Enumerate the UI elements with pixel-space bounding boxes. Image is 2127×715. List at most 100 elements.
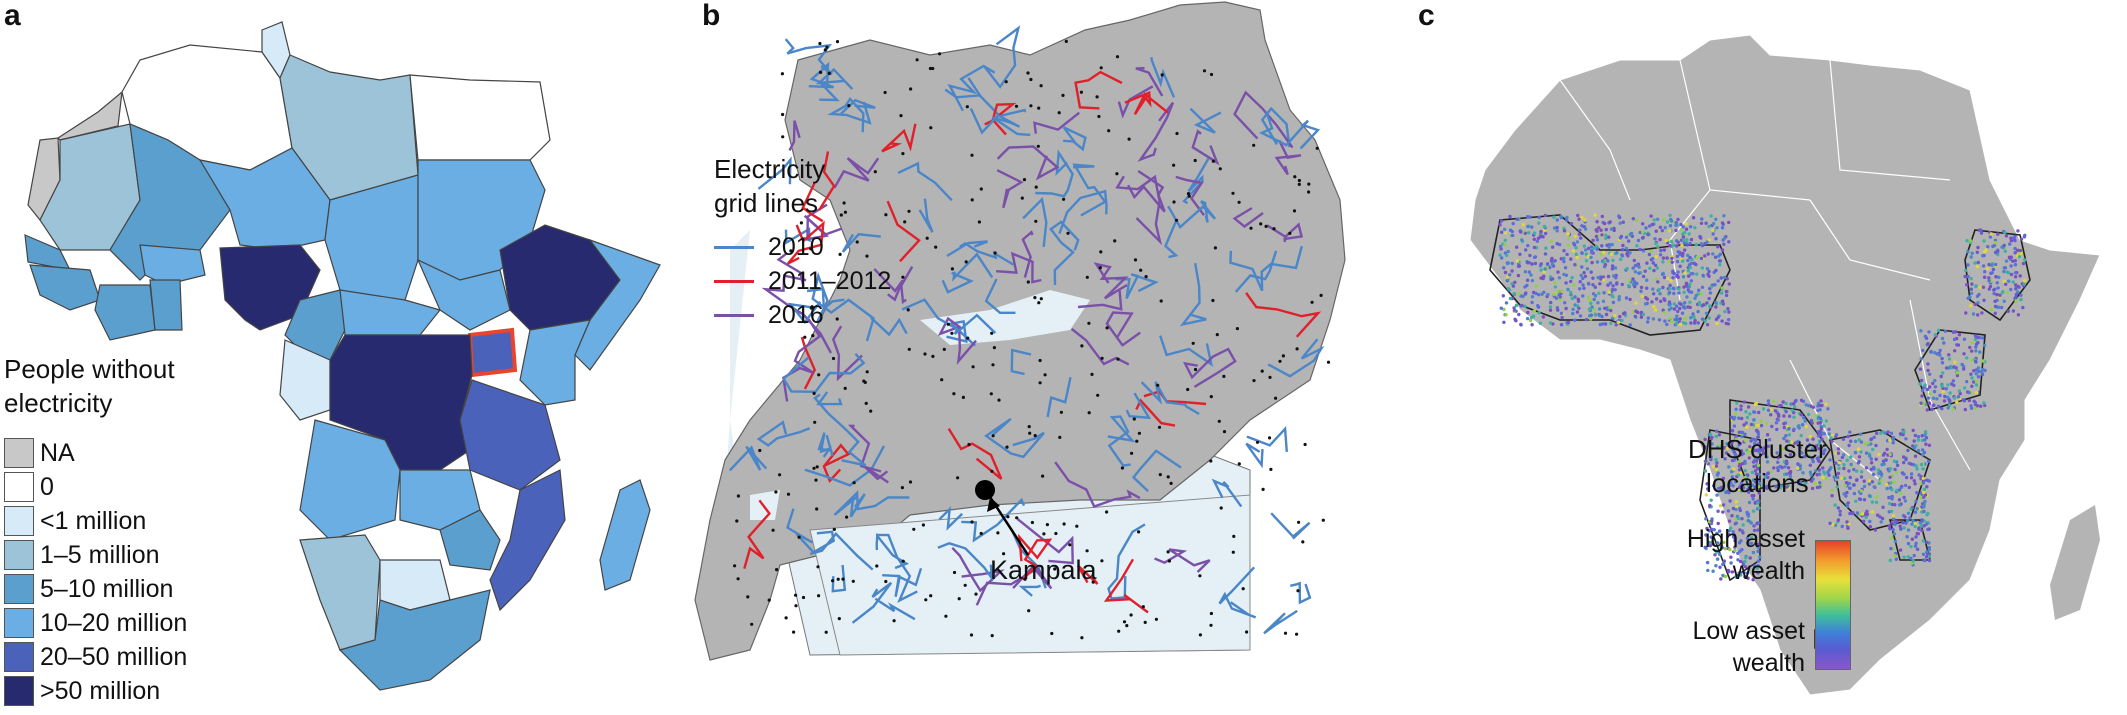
- settlement-dot: [863, 380, 867, 384]
- grid-line-segment: [882, 567, 923, 597]
- settlement-dot: [831, 579, 835, 583]
- dhs-cluster-dot: [2002, 279, 2006, 284]
- dhs-cluster-dot: [1722, 488, 1726, 492]
- dhs-cluster-dot: [1589, 301, 1593, 306]
- settlement-dot: [1080, 636, 1084, 640]
- settlement-dot: [1036, 144, 1040, 148]
- dhs-cluster-dot: [1716, 471, 1720, 475]
- settlement-dot: [903, 220, 907, 224]
- dhs-cluster-dot: [1709, 535, 1713, 539]
- dhs-cluster-dot: [1901, 521, 1905, 525]
- dhs-cluster-dot: [1974, 368, 1978, 372]
- dhs-cluster-dot: [2017, 255, 2022, 259]
- dhs-cluster-dot: [1539, 229, 1543, 234]
- settlement-dot: [942, 347, 946, 351]
- settlement-dot: [1033, 434, 1037, 438]
- dhs-cluster-dot: [1542, 224, 1547, 229]
- dhs-cluster-dot: [1555, 218, 1559, 222]
- dhs-cluster-dot: [1659, 299, 1663, 303]
- dhs-cluster-dot: [1688, 300, 1692, 304]
- dhs-cluster-dot: [1619, 257, 1623, 261]
- dhs-cluster-dot: [1710, 442, 1714, 446]
- settlement-dot: [1116, 357, 1120, 361]
- dhs-cluster-dot: [1511, 284, 1516, 288]
- dhs-cluster-dot: [1757, 472, 1761, 477]
- dhs-cluster-dot: [1721, 476, 1726, 481]
- dhs-cluster-dot: [1675, 259, 1680, 264]
- grid-line-segment: [1189, 107, 1222, 134]
- dhs-cluster-dot: [1752, 528, 1757, 533]
- dhs-cluster-dot: [1610, 293, 1614, 298]
- dhs-cluster-dot: [1524, 291, 1528, 295]
- dhs-cluster-dot: [1888, 452, 1892, 457]
- dhs-cluster-dot: [1885, 447, 1889, 452]
- dhs-cluster-dot: [1549, 239, 1553, 244]
- grid-line-segment: [978, 94, 1027, 118]
- dhs-cluster-dot: [1536, 236, 1541, 240]
- dhs-cluster-dot: [1593, 312, 1597, 316]
- dhs-cluster-dot: [1919, 523, 1924, 527]
- dhs-cluster-dot: [1747, 500, 1752, 505]
- dhs-cluster-dot: [2013, 263, 2018, 267]
- dhs-cluster-dot: [1694, 262, 1698, 267]
- dhs-cluster-dot: [1532, 237, 1536, 241]
- asset-wealth-colorbar: [1815, 540, 1851, 670]
- dhs-cluster-dot: [1744, 556, 1748, 560]
- dhs-cluster-dot: [1915, 547, 1920, 551]
- dhs-cluster-dot: [1661, 256, 1666, 260]
- dhs-cluster-dot: [1670, 256, 1674, 261]
- settlement-dot: [899, 114, 903, 118]
- settlement-dot: [1133, 258, 1138, 262]
- dhs-cluster-dot: [1719, 577, 1723, 581]
- legend-label: 2010: [768, 233, 824, 261]
- dhs-cluster-dot: [1653, 263, 1658, 267]
- dhs-cluster-dot: [1834, 433, 1839, 437]
- dhs-cluster-dot: [1707, 316, 1711, 320]
- dhs-cluster-dot: [1891, 437, 1895, 441]
- dhs-cluster-dot: [1787, 414, 1792, 418]
- dhs-cluster-dot: [1924, 555, 1929, 559]
- dhs-cluster-dot: [1523, 270, 1528, 274]
- dhs-cluster-dot: [1718, 263, 1722, 267]
- settlement-dot: [1075, 524, 1079, 528]
- dhs-cluster-dot: [1970, 282, 1974, 286]
- legend-swatch: [4, 574, 34, 604]
- dhs-cluster-dot: [1532, 255, 1537, 260]
- settlement-dot: [794, 593, 798, 597]
- dhs-cluster-dot: [1888, 558, 1892, 563]
- settlement-dot: [1237, 462, 1241, 466]
- dhs-cluster-dot: [1559, 323, 1564, 327]
- dhs-cluster-dot: [1503, 270, 1508, 275]
- dhs-cluster-dot: [1704, 493, 1708, 497]
- dhs-cluster-dot: [1776, 460, 1780, 464]
- dhs-cluster-dot: [1620, 318, 1624, 323]
- settlement-dot: [839, 213, 843, 217]
- dhs-cluster-dot: [1870, 500, 1875, 504]
- dhs-cluster-dot: [1720, 299, 1725, 303]
- settlement-dot: [1222, 430, 1227, 434]
- dhs-cluster-dot: [1689, 237, 1694, 242]
- dhs-cluster-dot: [1538, 321, 1543, 325]
- legend-label: <1 million: [40, 507, 147, 535]
- dhs-cluster-dot: [1974, 335, 1978, 339]
- dhs-cluster-dot: [1508, 228, 1513, 232]
- dhs-cluster-dot: [1684, 222, 1688, 226]
- dhs-cluster-dot: [1562, 272, 1566, 277]
- dhs-cluster-dot: [1912, 553, 1916, 558]
- dhs-cluster-dot: [1782, 480, 1786, 484]
- grid-line-segment: [1164, 221, 1179, 259]
- grid-line-segment: [1211, 478, 1243, 508]
- legend-swatch: [4, 676, 34, 706]
- dhs-cluster-dot: [1546, 292, 1550, 297]
- dhs-cluster-dot: [1877, 481, 1881, 485]
- settlement-dot: [733, 564, 737, 568]
- dhs-cluster-dot: [1863, 442, 1867, 446]
- dhs-cluster-dot: [1529, 273, 1533, 277]
- settlement-dot: [1107, 129, 1111, 133]
- grid-line-segment: [874, 597, 916, 621]
- dhs-cluster-dot: [1848, 486, 1852, 490]
- dhs-cluster-dot: [1785, 461, 1789, 466]
- legend-item: NA: [4, 438, 75, 468]
- settlement-dot: [1113, 239, 1117, 243]
- dhs-cluster-dot: [1766, 408, 1771, 412]
